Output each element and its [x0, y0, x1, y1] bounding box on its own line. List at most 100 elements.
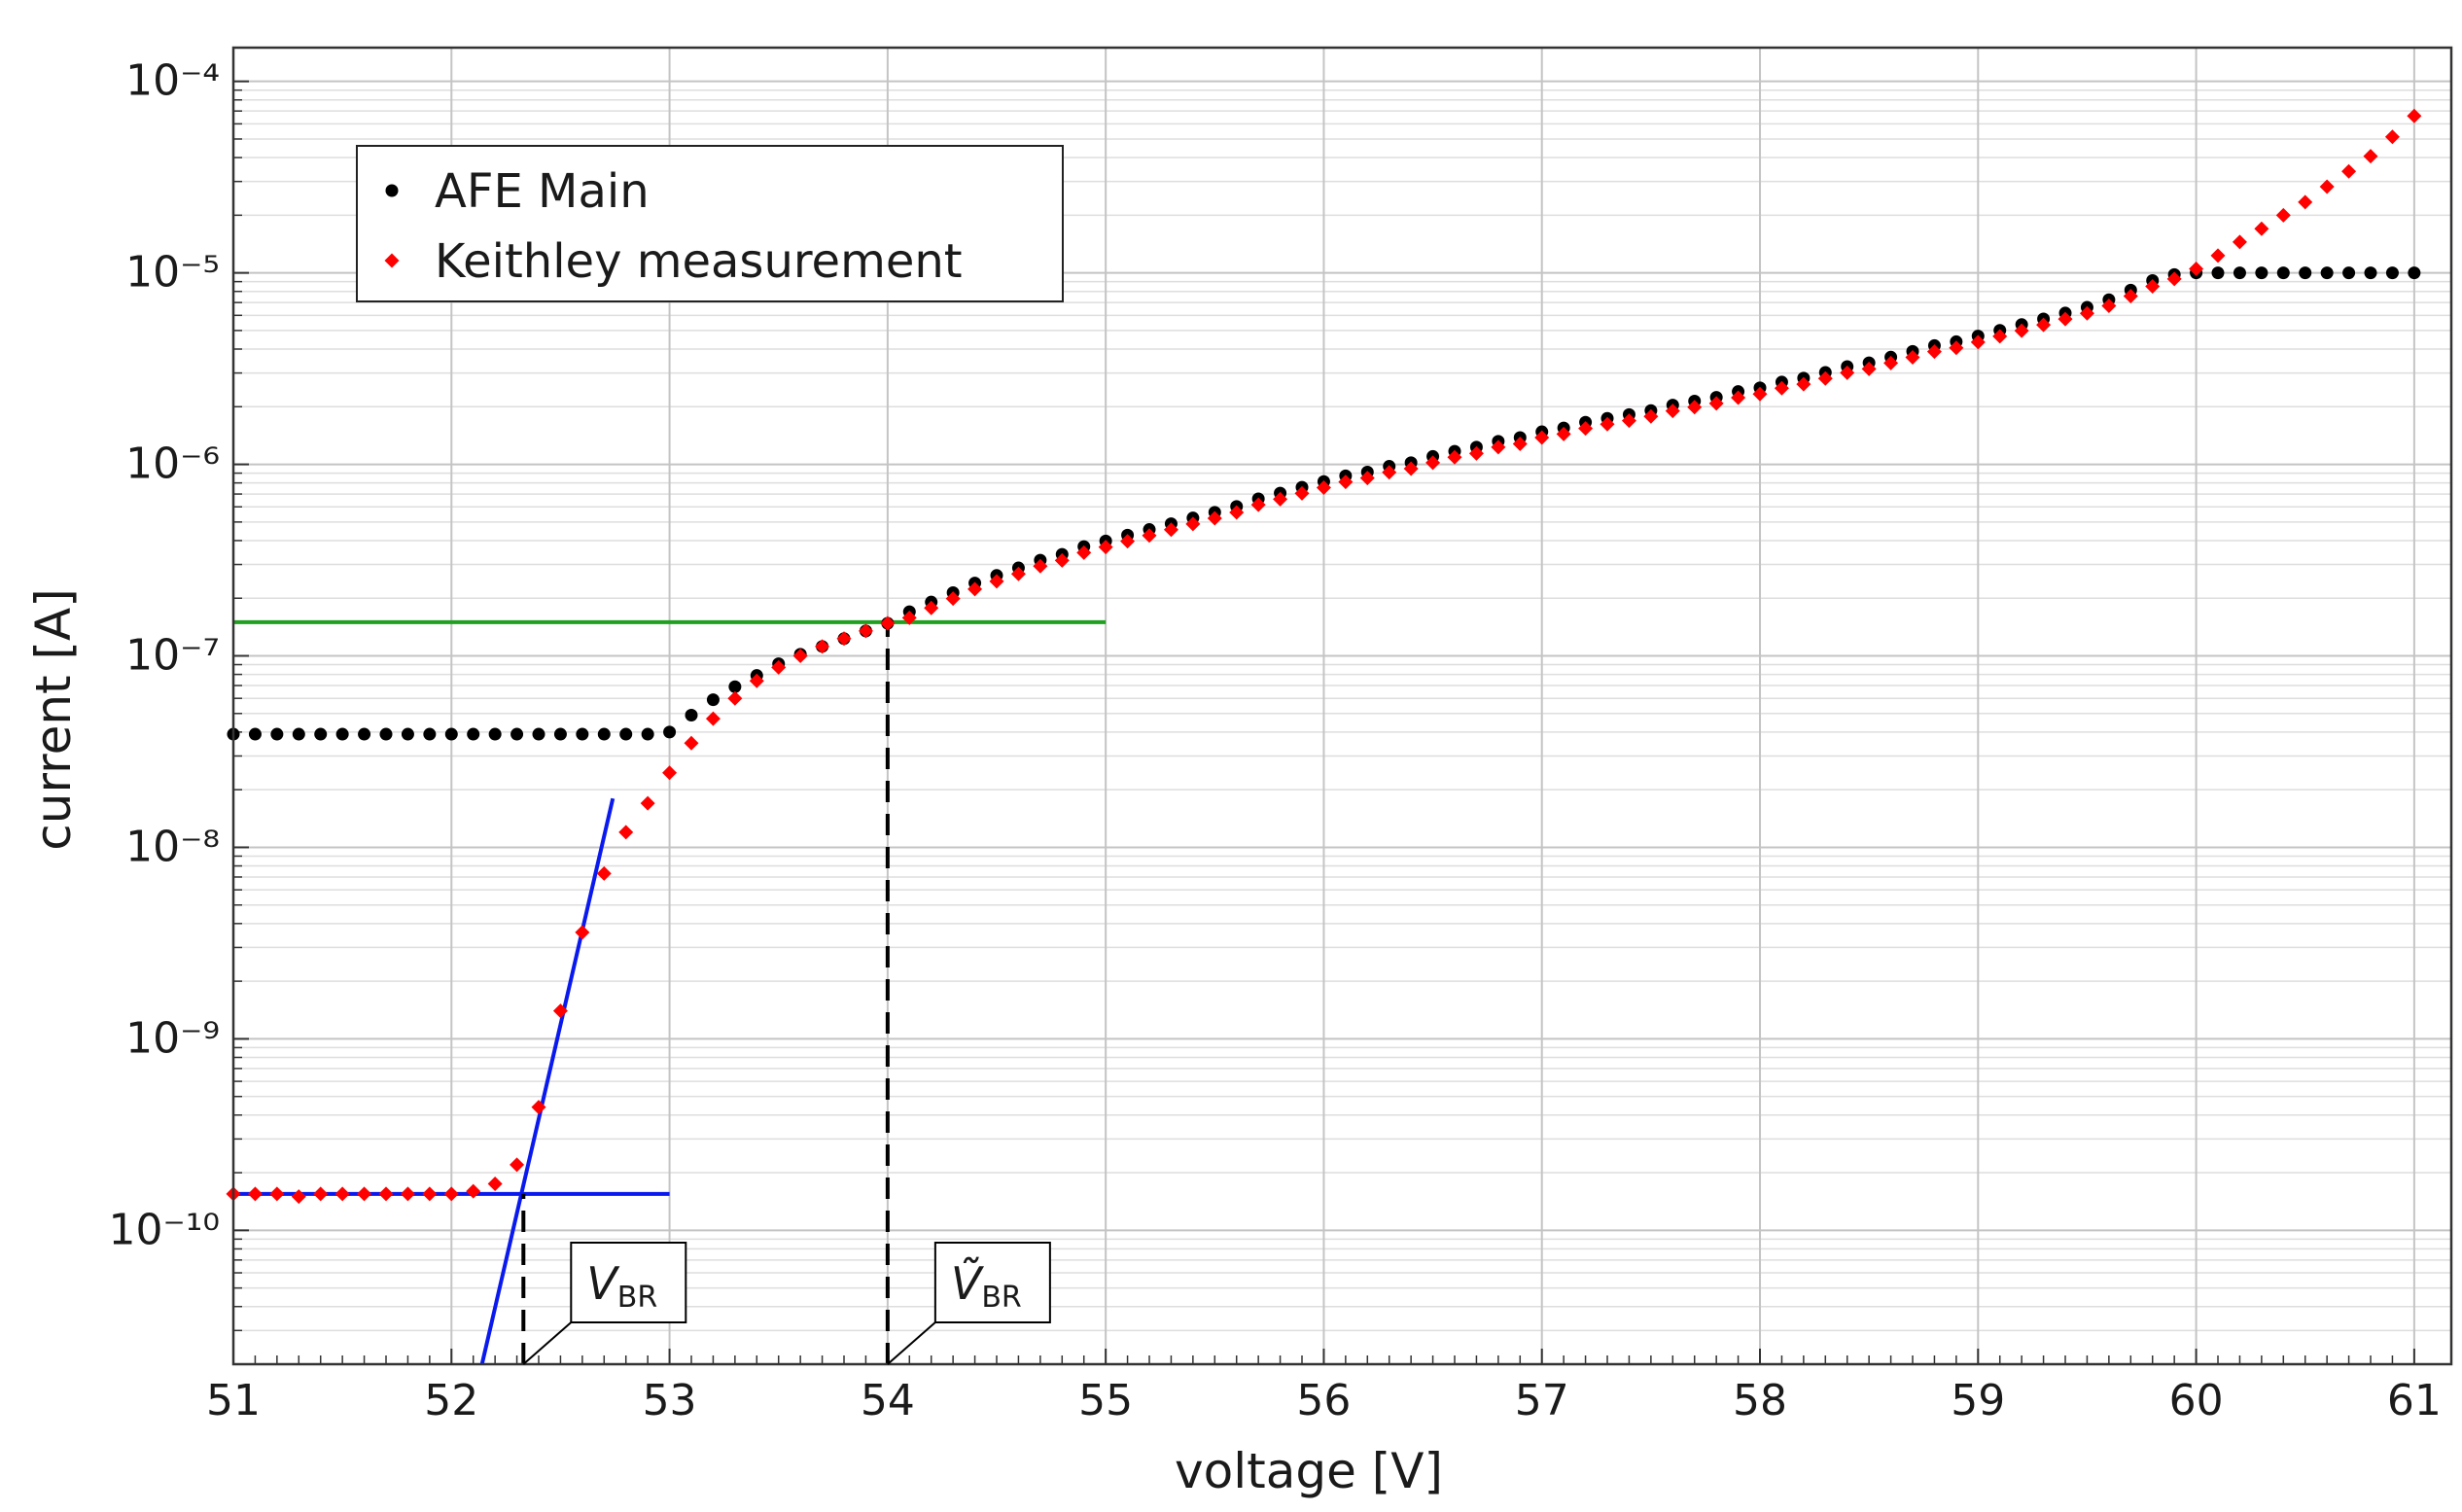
data-point [597, 727, 611, 741]
data-point [379, 727, 393, 741]
data-point [357, 1186, 372, 1202]
data-point [1120, 534, 1136, 549]
data-point [1949, 340, 1964, 356]
data-point [2299, 266, 2312, 280]
data-point [358, 727, 371, 741]
data-point [792, 649, 808, 664]
data-point [247, 1186, 263, 1202]
data-point [1359, 471, 1375, 486]
data-point [2276, 266, 2290, 280]
annotation-pointer [887, 1321, 936, 1365]
data-point [2320, 266, 2334, 280]
data-point [292, 727, 305, 741]
data-point [684, 735, 699, 751]
data-point [467, 727, 480, 741]
data-point [2364, 266, 2377, 280]
data-point [1185, 516, 1201, 532]
data-point [1774, 380, 1789, 396]
data-point [1229, 505, 1245, 520]
data-point [2101, 298, 2117, 313]
data-point [2058, 311, 2073, 327]
legend-marker [384, 253, 400, 268]
data-point [2232, 234, 2247, 250]
data-point [2189, 261, 2204, 276]
data-point [2014, 323, 2029, 338]
data-point [596, 865, 612, 881]
data-point [270, 727, 284, 741]
annotation-label: ṼBR [951, 1257, 1022, 1315]
data-point [575, 925, 590, 940]
data-point [553, 727, 567, 741]
x-tick-label: 57 [1515, 1376, 1569, 1425]
x-tick-label: 58 [1733, 1376, 1787, 1425]
data-point [2123, 289, 2138, 304]
annotation-box [570, 1242, 687, 1323]
data-point [1817, 370, 1833, 386]
data-point [1294, 485, 1310, 501]
data-point [1054, 552, 1070, 568]
data-point [488, 727, 502, 741]
y-tick-label: 10⁻⁴ [125, 56, 220, 106]
data-point [2319, 179, 2335, 194]
x-tick-label: 54 [861, 1376, 915, 1425]
data-point [989, 574, 1004, 589]
data-point [1708, 396, 1724, 411]
data-point [1207, 510, 1222, 526]
y-tick-label: 10⁻⁹ [125, 1013, 220, 1063]
annotation-symbol: V [586, 1257, 620, 1310]
data-point [314, 727, 328, 741]
data-point [1447, 449, 1462, 465]
data-point [444, 727, 458, 741]
data-point [1578, 421, 1594, 437]
data-point [749, 673, 764, 688]
x-tick-label: 53 [643, 1376, 697, 1425]
data-point [2298, 194, 2313, 210]
reference-line [479, 797, 616, 1365]
data-point [1534, 430, 1550, 445]
x-tick-label: 52 [424, 1376, 478, 1425]
legend-marker [385, 184, 399, 197]
data-point [2275, 207, 2291, 223]
data-point [1338, 475, 1354, 490]
y-axis-label: current [A] [25, 588, 82, 850]
data-point [2145, 279, 2161, 295]
data-point [1382, 465, 1397, 480]
data-point [901, 610, 917, 625]
data-point [641, 727, 654, 741]
data-point [1861, 361, 1877, 376]
data-point [858, 623, 873, 639]
data-point [378, 1186, 394, 1202]
annotation-box [933, 1242, 1051, 1323]
y-tick-label: 10⁻⁵ [125, 248, 220, 298]
data-point [2210, 248, 2226, 264]
data-point [401, 727, 414, 741]
data-point [945, 591, 961, 607]
data-point [1468, 445, 1484, 461]
y-tick-label: 10⁻¹⁰ [109, 1205, 221, 1254]
data-point [510, 727, 524, 741]
data-point [2408, 266, 2421, 280]
data-point [2342, 266, 2356, 280]
x-tick-label: 60 [2169, 1376, 2224, 1425]
y-tick-label: 10⁻⁶ [125, 440, 220, 489]
x-tick-label: 51 [206, 1376, 261, 1425]
x-tick-label: 56 [1296, 1376, 1351, 1425]
data-point [2363, 149, 2378, 164]
data-point [466, 1183, 481, 1199]
data-point [728, 680, 742, 693]
data-point [1142, 528, 1157, 544]
data-point [532, 727, 545, 741]
data-point [2255, 266, 2269, 280]
annotation-pointer [522, 1321, 572, 1365]
data-point [1970, 334, 1986, 350]
data-point [2079, 305, 2094, 321]
legend-label: Keithley measurement [435, 234, 963, 289]
data-point [335, 727, 349, 741]
annotation-subscript: BR [981, 1281, 1021, 1315]
data-point [422, 1186, 438, 1202]
x-axis-label: voltage [V] [1175, 1443, 1443, 1499]
data-point [1665, 404, 1680, 419]
data-point [2036, 317, 2052, 333]
data-point [2385, 266, 2399, 280]
data-point [771, 659, 787, 675]
